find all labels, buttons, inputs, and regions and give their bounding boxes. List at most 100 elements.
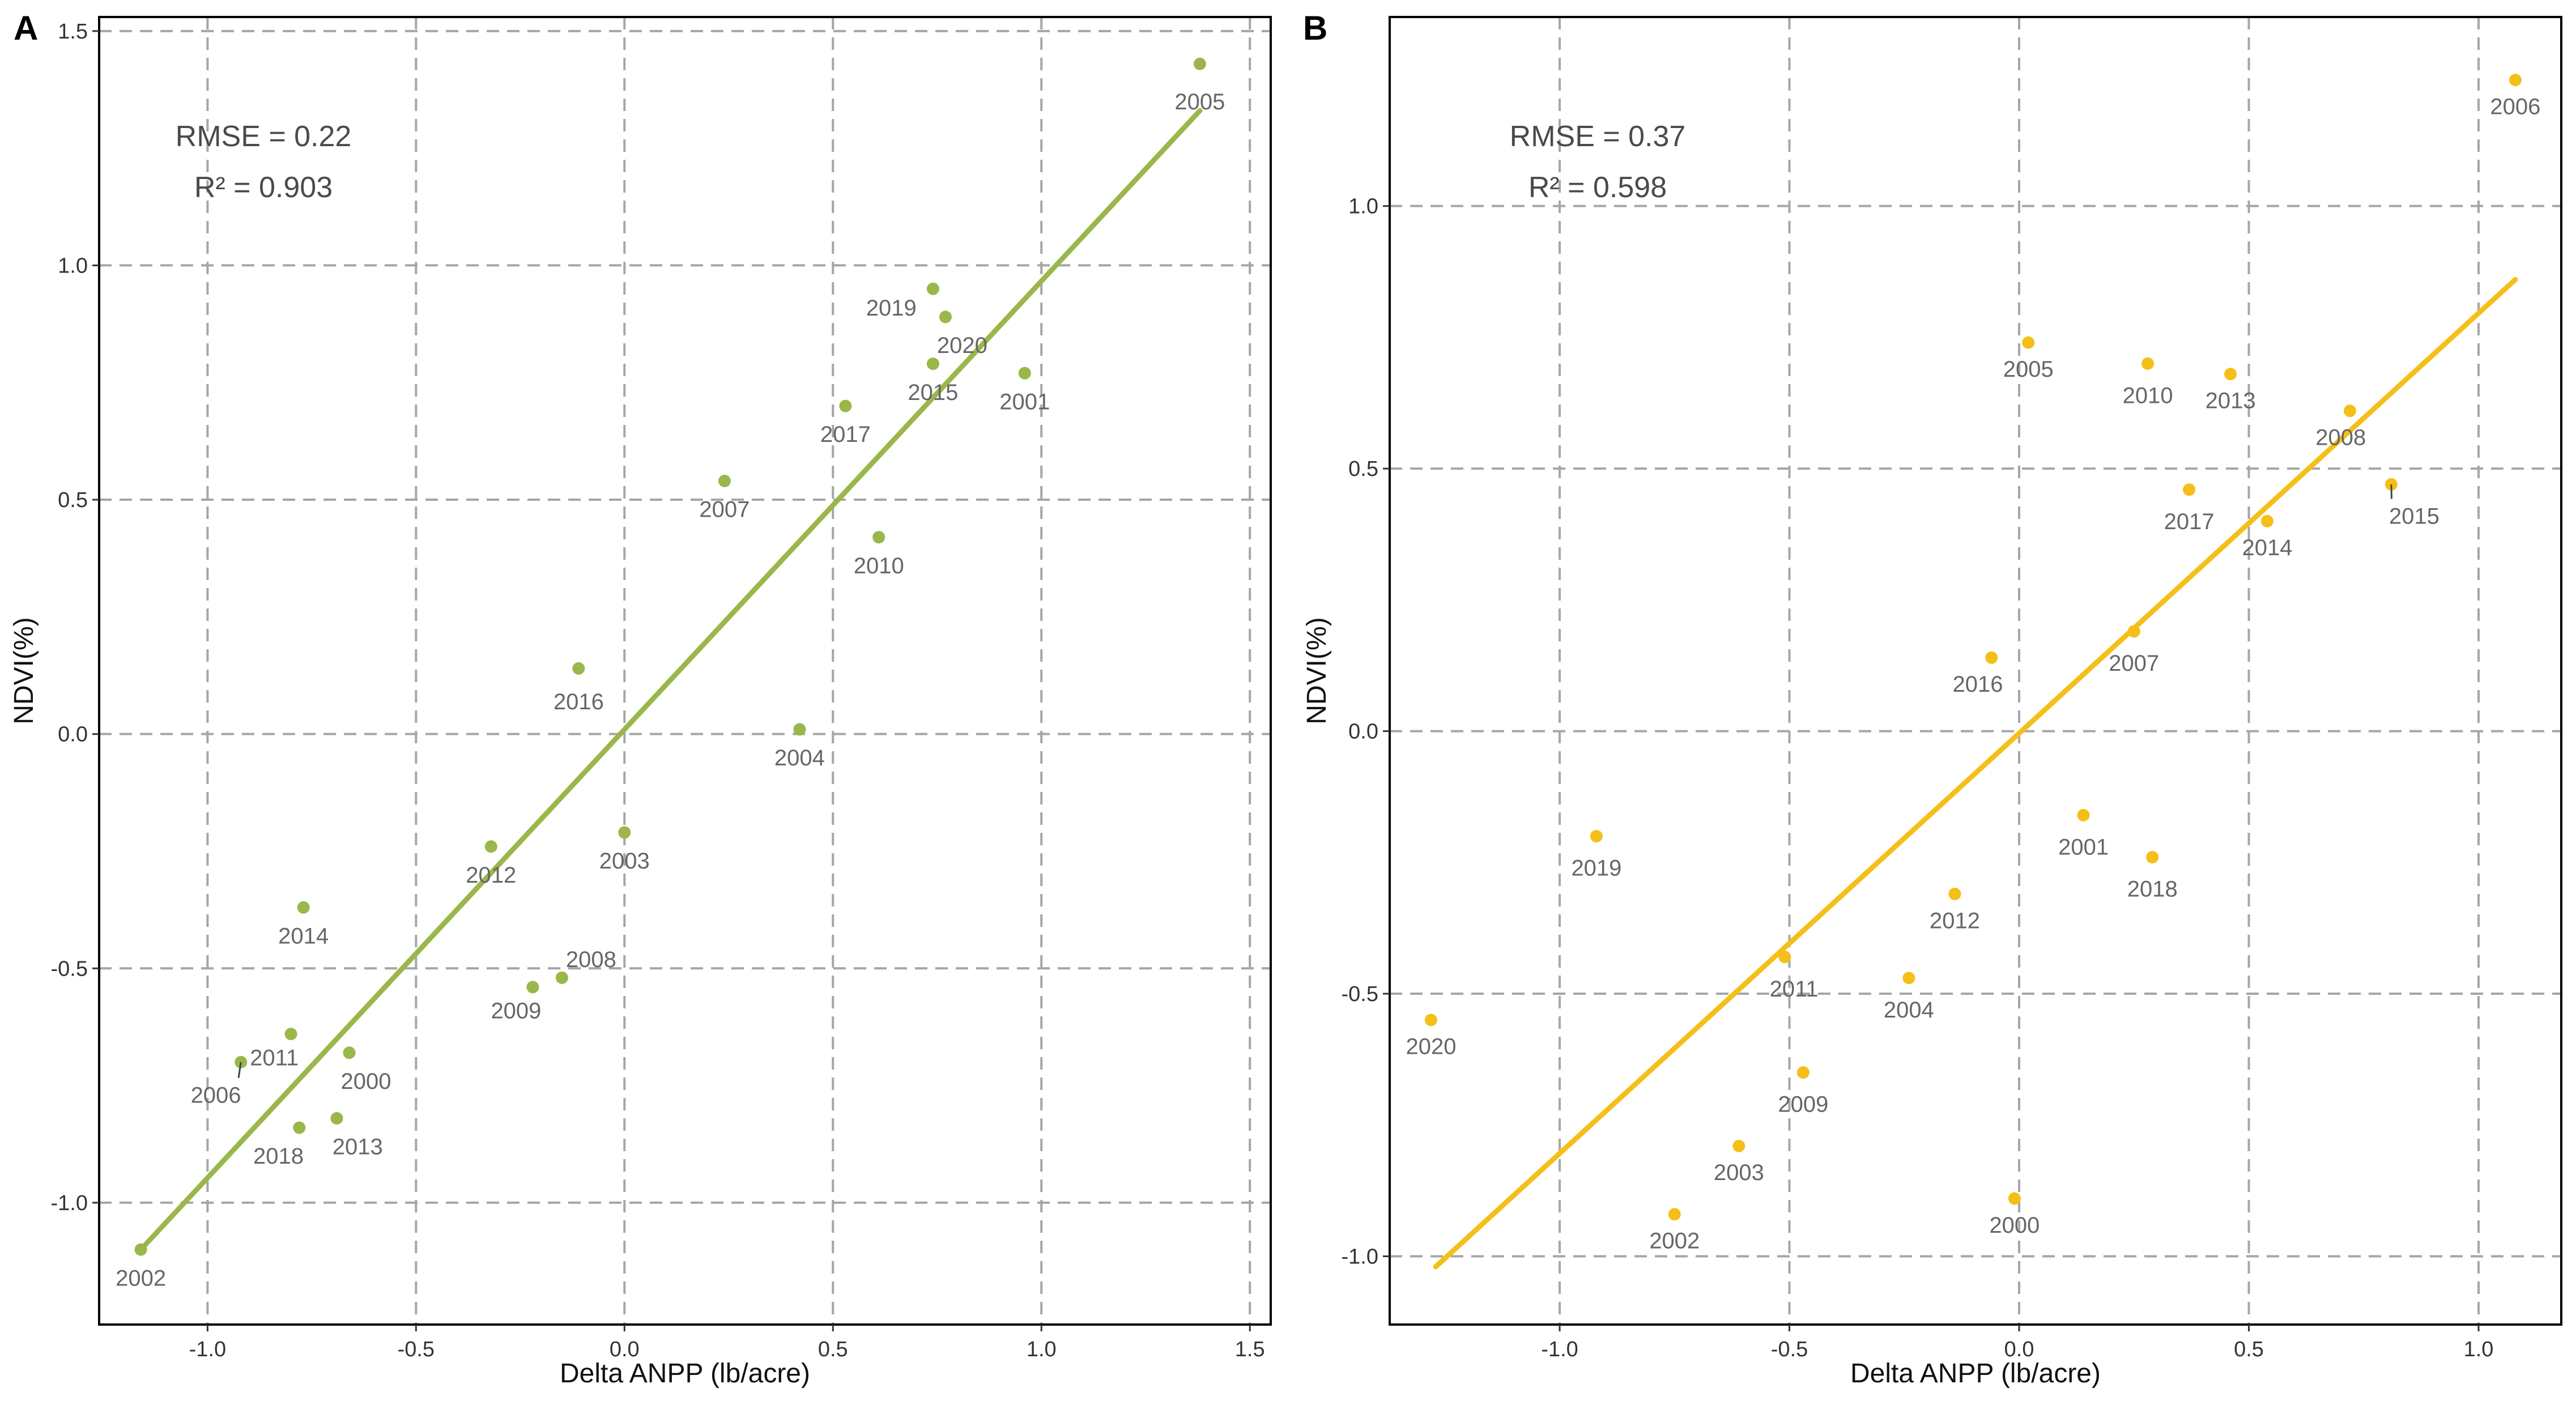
panel-b-x-tick-label: -1.0 [1541, 1338, 1578, 1361]
panel-a-point-label: 2004 [774, 746, 825, 770]
panel-a-frame [98, 16, 1272, 1326]
panel-a-point-2000 [343, 1046, 356, 1059]
panel-b-point-label: 2006 [2490, 95, 2540, 120]
panel-b-y-axis-title: NDVI(%) [1302, 617, 1332, 724]
panel-a-point-2007 [718, 474, 731, 487]
panel-b-point-2018 [2146, 851, 2159, 864]
panel-b-point-label: 2005 [2003, 357, 2054, 382]
panel-a-point-2013 [330, 1112, 343, 1125]
panel-a-point-label: 2010 [854, 554, 904, 578]
panel-a-point-2004 [793, 723, 806, 736]
panel-a-point-2020 [939, 310, 952, 323]
r-squared-label: R² = 0.903 [194, 171, 333, 204]
panel-a-y-tick-label: 0.5 [58, 488, 88, 512]
panel-a-y-axis-title: NDVI(%) [9, 617, 39, 724]
panel-b-point-label: 2003 [1714, 1160, 1764, 1185]
panel-b-point-2014 [2260, 514, 2273, 527]
panel-a-point-2001 [1018, 367, 1031, 380]
panel-a-x-axis-title: Delta ANPP (lb/acre) [560, 1359, 810, 1389]
panel-a-point-2008 [555, 971, 568, 984]
panel-b-point-label: 2016 [1953, 672, 2003, 697]
panel-a-points [134, 57, 1206, 1256]
panel-a-point-2018 [293, 1121, 306, 1134]
panel-a-point-2012 [484, 840, 497, 853]
panel-b-point-2001 [2077, 808, 2090, 821]
panel-b-point-label: 2007 [2109, 651, 2159, 676]
panel-b-point-2003 [1732, 1139, 1745, 1152]
panel-b-point-2016 [1985, 651, 1998, 664]
panel-b-point-label: 2015 [2389, 504, 2439, 529]
panel-b-point-label: 2000 [1989, 1213, 2039, 1238]
panel-b-point-2000 [2008, 1192, 2021, 1205]
panel-b-x-tick-label: -0.5 [1771, 1338, 1808, 1361]
panel-b-point-2010 [2141, 357, 2155, 370]
panel-a-point-label: 2012 [466, 863, 516, 888]
panel-a-point-label: 2005 [1174, 90, 1225, 114]
panel-a-x-tick-label: -1.0 [189, 1338, 226, 1361]
panel-b-point-label: 2013 [2205, 389, 2256, 414]
panel-b-labels: 2006 2005 2010 2013 2008 2017 2015 2014 2016 2007… [1406, 95, 2540, 1254]
panel-a-point-label: 2014 [278, 923, 329, 948]
panel-a-point-label: 2009 [491, 999, 541, 1024]
panel-b-point-2012 [1948, 887, 1961, 900]
panel-a-point-label: 2013 [333, 1135, 383, 1160]
panel-a-x-tick-label: 1.0 [1027, 1338, 1057, 1361]
panel-a-x-tick-label: 0.5 [818, 1338, 848, 1361]
panel-b-point-label: 2008 [2315, 425, 2366, 450]
panel-b-point-label: 2014 [2242, 535, 2292, 560]
panel-b-point-2006 [2509, 74, 2522, 87]
panel-b-point-label: 2018 [2127, 877, 2178, 902]
panel-b-x-tick-label: 1.0 [2464, 1338, 2494, 1361]
panel-a-point-label: 2019 [866, 296, 917, 321]
panel-b-letter: B [1303, 9, 1327, 47]
panel-b-x-tick-label: 0.0 [2004, 1338, 2034, 1361]
panel-a-stats: RMSE = 0.22 R² = 0.903 [176, 120, 352, 204]
panel-a-point-label: 2017 [820, 422, 871, 447]
panel-b-point-2005 [2022, 336, 2035, 349]
panel-a-point-label: 2016 [553, 689, 604, 714]
panel-b-x-tick-label: 0.5 [2234, 1338, 2264, 1361]
panel-a-grid [99, 17, 1271, 1325]
panel-b-grid [1390, 17, 2561, 1325]
rmse-label: RMSE = 0.22 [176, 120, 352, 153]
panel-b-point-label: 2012 [1930, 908, 1980, 933]
panel-b-point-2020 [1424, 1014, 1437, 1027]
panel-a-x-tick-label: -0.5 [398, 1338, 435, 1361]
panel-b-y-tick-label: 0.0 [1348, 720, 1378, 744]
panel-a-point-2014 [297, 901, 310, 914]
panel-a-point-label: 2000 [341, 1069, 391, 1094]
panel-b-point-2019 [1590, 829, 1603, 842]
panel-a-point-2019 [926, 282, 939, 295]
panel-a-y-tick-label: 1.5 [58, 20, 88, 44]
panel-b-leader-line [2390, 484, 2392, 499]
panel-a-point-label: 2008 [566, 947, 616, 972]
panel-a-point-2011 [284, 1028, 297, 1041]
panel-a-point-2017 [839, 399, 852, 412]
panel-b-point-2017 [2183, 483, 2196, 496]
panel-a-x-tick-label: 1.5 [1235, 1338, 1265, 1361]
panel-a-y-tick-label: 0.0 [58, 723, 88, 747]
panel-b-y-tick-label: -1.0 [1342, 1245, 1378, 1269]
panel-a-point-2010 [872, 531, 885, 544]
rmse-label: RMSE = 0.37 [1510, 120, 1686, 153]
panel-b-point-2004 [1902, 972, 1915, 985]
panel-a-y-tick-label: -1.0 [51, 1191, 88, 1215]
panel-a-point-2015 [926, 357, 939, 371]
panel-a-point-label: 2001 [999, 389, 1050, 414]
panel-a-x-tick-label: 0.0 [610, 1338, 640, 1361]
panel-a-point-label: 2006 [191, 1083, 241, 1108]
r-squared-label: R² = 0.598 [1528, 171, 1667, 204]
panel-a-point-label: 2018 [253, 1144, 304, 1169]
panel-a-point-label: 2011 [250, 1045, 299, 1070]
panel-b-point-label: 2001 [2058, 835, 2109, 860]
panel-b-regression-line [1433, 276, 2518, 1270]
panel-b-point-label: 2017 [2164, 509, 2215, 534]
panel-b-point-2011 [1778, 951, 1791, 964]
panel-a-point-2016 [572, 662, 585, 675]
panel-a-labels: 2005 2019 2020 2015 2001 2017 2007 2010 2016 2004… [116, 90, 1225, 1291]
panel-a-point-label: 2002 [116, 1266, 166, 1291]
panel-a-y-tick-label: -0.5 [51, 957, 88, 981]
panel-a-y-tick-label: 1.0 [58, 254, 88, 278]
panel-b-stats: RMSE = 0.37 R² = 0.598 [1510, 120, 1686, 204]
